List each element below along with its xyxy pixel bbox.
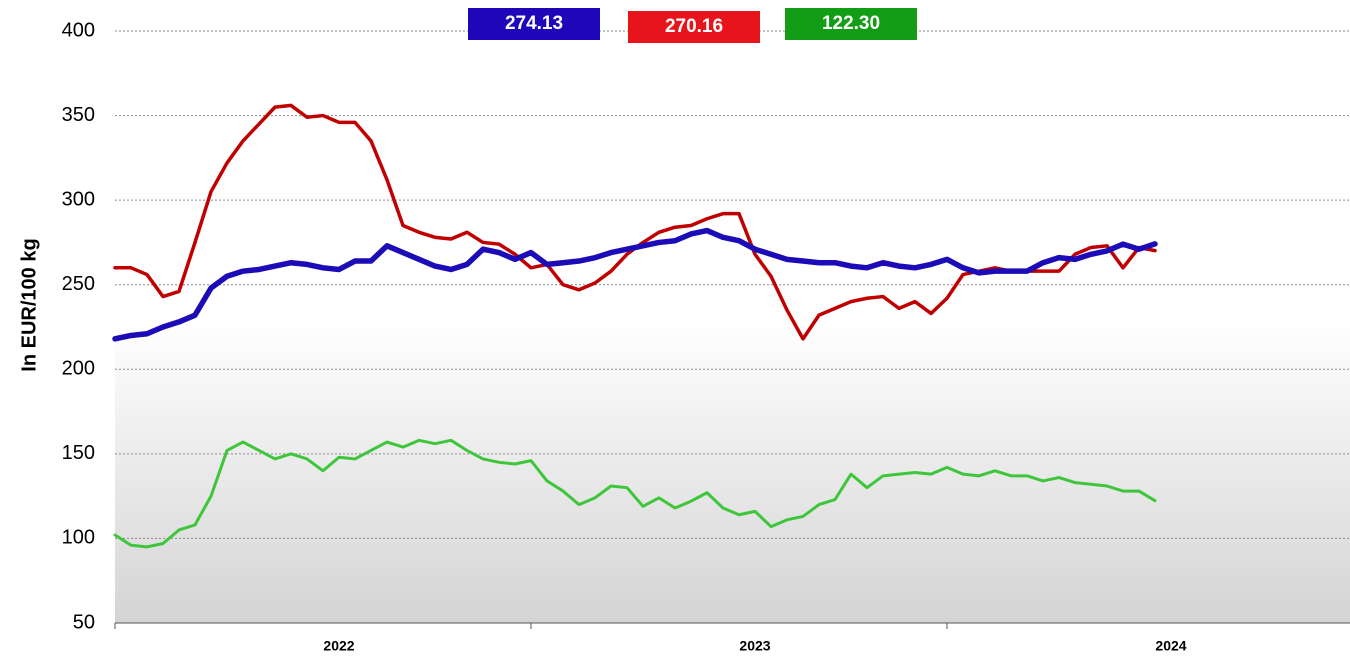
- y-axis-label: In EUR/100 kg: [18, 238, 40, 371]
- x-tick-label: 2022: [323, 638, 354, 654]
- y-tick-label: 100: [62, 527, 95, 549]
- series-line: [113, 438, 1157, 549]
- y-tick-label: 150: [62, 442, 95, 464]
- y-tick-label: 350: [62, 104, 95, 126]
- value-label: 270.16: [665, 16, 723, 37]
- value-label: 274.13: [505, 13, 563, 34]
- value-label: 122.30: [822, 13, 880, 34]
- value-box: [785, 8, 917, 40]
- series-line: [112, 227, 1158, 342]
- plot-background: [115, 20, 1350, 623]
- y-tick-label: 400: [62, 19, 95, 41]
- y-tick-label: 300: [62, 188, 95, 210]
- y-tick-label: 200: [62, 358, 95, 380]
- x-tick-label: 2024: [1155, 638, 1186, 654]
- value-box: [468, 8, 600, 40]
- y-tick-label: 250: [62, 273, 95, 295]
- value-box: [628, 11, 760, 43]
- x-tick-label: 2023: [739, 638, 770, 654]
- y-tick-label: 50: [73, 611, 95, 633]
